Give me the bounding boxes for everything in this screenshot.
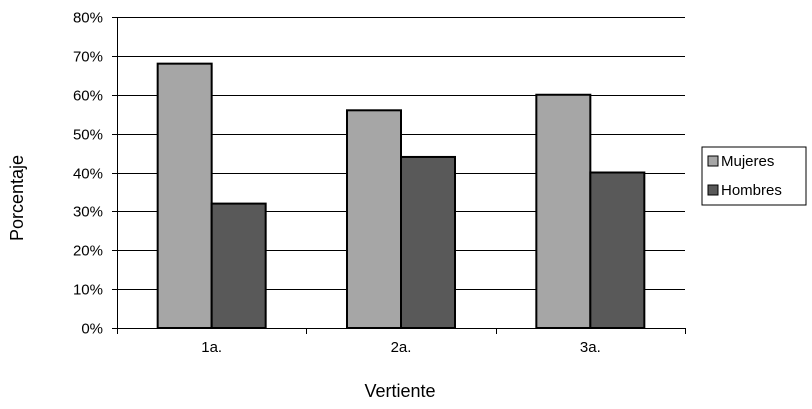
legend-label-mujeres: Mujeres — [721, 153, 774, 170]
bar-hombres-1 — [400, 155, 456, 329]
y-tick-label-5: 50% — [73, 127, 103, 144]
y-tick-label-1: 10% — [73, 282, 103, 299]
bar-mujeres-0 — [156, 62, 213, 330]
y-tick-label-6: 60% — [73, 88, 103, 105]
legend: Mujeres Hombres — [701, 146, 807, 206]
legend-swatch-mujeres — [707, 155, 719, 167]
x-tick-label-0: 1a. — [201, 339, 222, 356]
bar-mujeres-2 — [535, 93, 592, 329]
y-axis-title: Porcentaje — [7, 155, 27, 241]
y-tick-label-3: 30% — [73, 204, 103, 221]
bars — [156, 62, 646, 330]
x-axis-title: Vertiente — [364, 381, 435, 401]
legend-frame — [701, 146, 807, 206]
x-tick-labels: 1a. 2a. 3a. — [201, 339, 601, 356]
axes — [112, 17, 686, 334]
bar-hombres-0 — [210, 202, 267, 330]
bar-mujeres-1 — [346, 109, 402, 329]
legend-swatch-hombres — [707, 184, 719, 196]
y-tick-labels: 0% 10% 20% 30% 40% 50% 60% 70% 80% — [73, 10, 103, 338]
y-tick-label-2: 20% — [73, 243, 103, 260]
legend-label-hombres: Hombres — [721, 182, 782, 199]
y-tick-label-0: 0% — [81, 321, 103, 338]
y-tick-label-4: 40% — [73, 166, 103, 183]
x-tick-label-2: 3a. — [580, 339, 601, 356]
bar-hombres-2 — [589, 171, 646, 329]
x-tick-label-1: 2a. — [391, 339, 412, 356]
y-tick-label-8: 80% — [73, 10, 103, 27]
y-tick-label-7: 70% — [73, 49, 103, 66]
